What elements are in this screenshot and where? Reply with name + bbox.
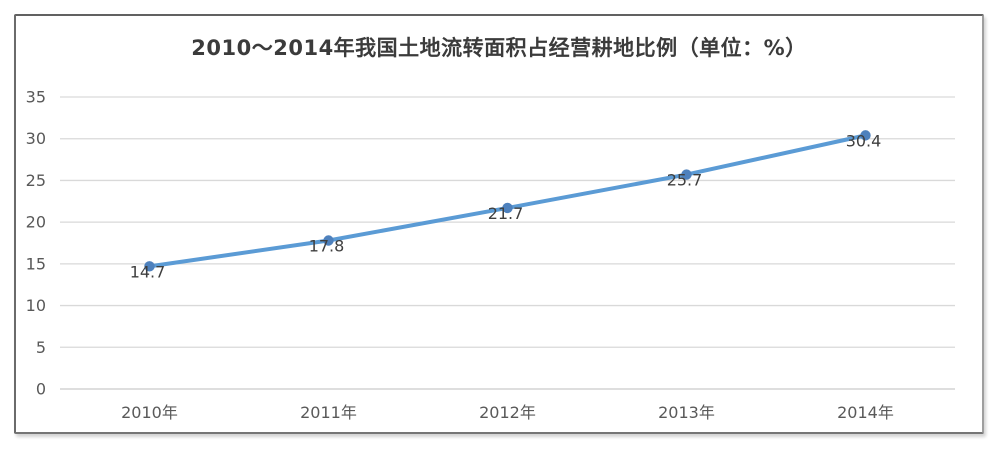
- chart-frame: 2010～2014年我国土地流转面积占经营耕地比例（单位：%） 0 5 10 15 20…: [14, 14, 984, 434]
- data-point-marker: [502, 202, 513, 214]
- y-tick-label: 0: [36, 380, 46, 399]
- y-tick-label: 30: [26, 129, 46, 148]
- data-point-label: 14.7: [130, 262, 166, 281]
- y-tick-label: 10: [26, 296, 46, 315]
- series-line: [147, 133, 868, 269]
- data-point-marker: [323, 235, 334, 246]
- data-point-marker: [681, 169, 692, 180]
- x-tick-label: 2014年: [837, 403, 894, 422]
- y-tick-label: 15: [26, 254, 46, 273]
- data-point-marker: [860, 130, 871, 141]
- y-tick-label: 20: [26, 213, 46, 232]
- x-tick-label: 2012年: [479, 403, 536, 422]
- data-point-label: 25.7: [667, 171, 703, 190]
- data-point-marker: [144, 261, 155, 272]
- x-tick-label: 2013年: [658, 403, 715, 422]
- data-point-label: 21.7: [488, 204, 524, 223]
- line-plot: 0 5 10 15 20 25 30 35 2010年 2011年 2012年 2013年 2014年 1…: [26, 88, 955, 422]
- data-point-label: 30.4: [846, 131, 882, 150]
- chart-title: 2010～2014年我国土地流转面积占经营耕地比例（单位：%）: [191, 36, 807, 60]
- y-tick-label: 5: [36, 338, 46, 357]
- y-tick-label: 35: [26, 88, 46, 107]
- x-tick-label: 2010年: [121, 403, 178, 422]
- x-tick-label: 2011年: [300, 403, 357, 422]
- data-point-label: 17.8: [309, 236, 345, 255]
- y-tick-label: 25: [26, 171, 46, 190]
